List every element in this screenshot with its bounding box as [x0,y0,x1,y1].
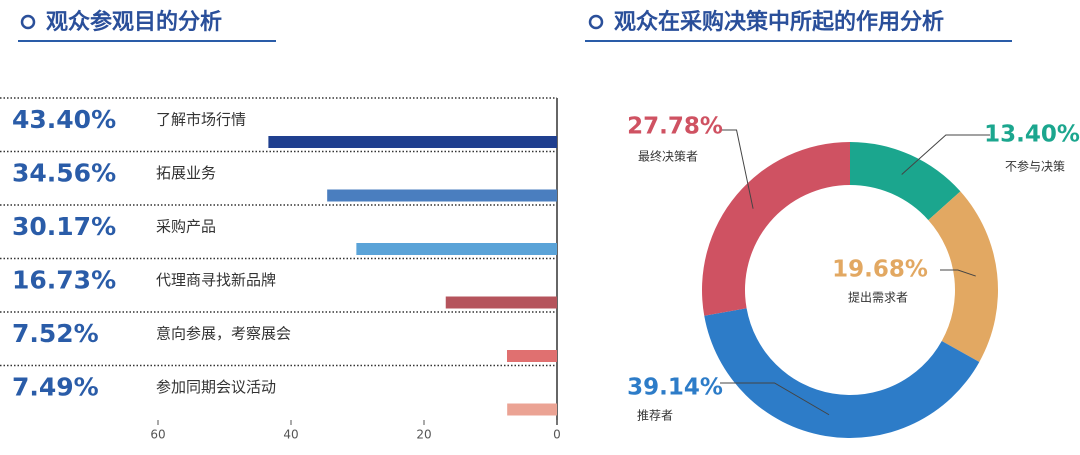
donut-segment [704,308,980,439]
x-tick-label: 40 [283,428,298,442]
category-label: 代理商寻找新品牌 [156,271,276,289]
value-label: 30.17% [12,212,116,241]
bar [327,189,557,202]
category-label: 意向参展，考察展会 [156,325,291,343]
value-label: 7.52% [12,319,99,348]
category-label: 最终决策者 [638,149,698,164]
value-label: 43.40% [12,105,116,134]
donut-segment [928,191,998,362]
leader-line [720,129,754,209]
title-icon [20,14,36,30]
donut-segment [701,142,850,316]
x-tick-label: 0 [553,428,561,442]
bar [445,296,557,309]
value-label: 39.14% [627,375,723,401]
value-label: 16.73% [12,266,116,295]
title-icon [588,14,604,30]
category-label: 采购产品 [156,218,216,236]
value-label: 7.49% [12,373,99,402]
x-tick-label: 20 [416,428,431,442]
bar [356,243,557,255]
category-label: 提出需求者 [848,290,908,305]
donut-segment [850,142,961,221]
leader-line [720,382,830,416]
value-label: 34.56% [12,159,116,188]
category-label: 了解市场行情 [156,111,246,129]
category-label: 不参与决策 [1005,159,1065,174]
bar [507,403,557,416]
chart-title: 观众参观目的分析 [46,9,222,35]
chart-title: 观众在采购决策中所起的作用分析 [614,9,944,35]
x-tick-label: 60 [150,428,165,442]
category-label: 拓展业务 [156,164,216,182]
value-label: 27.78% [627,114,723,140]
category-label: 参加同期会议活动 [156,378,276,396]
category-label: 推荐者 [637,409,673,423]
leader-line [940,269,976,277]
value-label: 13.40% [984,122,1080,148]
bar [268,136,557,148]
value-label: 19.68% [832,257,928,283]
bar [506,350,557,362]
leader-line [901,134,990,175]
